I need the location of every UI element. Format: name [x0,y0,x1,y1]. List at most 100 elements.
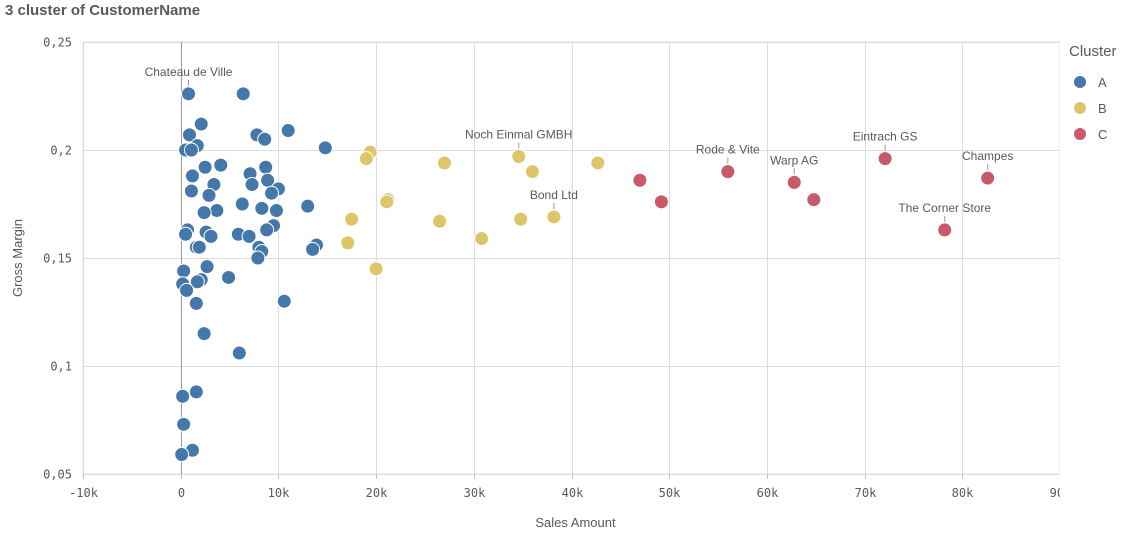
legend-label-b: B [1098,100,1107,116]
point-label: The Corner Store [898,201,991,215]
data-point-cluster-a[interactable] [176,263,192,279]
data-point-cluster-a[interactable] [235,86,251,102]
legend: Cluster A B C [1069,43,1117,147]
data-point-cluster-a[interactable] [259,222,275,238]
point-label: Warp AG [770,153,818,167]
data-point-cluster-c[interactable] [877,151,893,167]
x-tick-label: 90k [1050,486,1060,500]
data-point-cluster-c[interactable] [980,170,996,186]
data-point-cluster-b[interactable] [368,261,384,277]
data-point-cluster-a[interactable] [280,123,296,139]
data-point-cluster-b[interactable] [340,235,356,251]
data-point-cluster-a[interactable] [188,384,204,400]
data-point-cluster-a[interactable] [176,416,192,432]
legend-swatch-c [1074,128,1086,140]
legend-item-b[interactable]: B [1069,95,1117,121]
data-point-cluster-a[interactable] [250,250,266,266]
data-point-cluster-a[interactable] [258,159,274,175]
x-axis-title: Sales Amount [535,515,616,530]
x-tick-label: 40k [562,486,584,500]
scatter-plot[interactable]: 0,05 0,1 0,15 0,2 0,25 -10k 0 10k 20k 30k 40k 50k 60… [0,0,1060,553]
legend-item-c[interactable]: C [1069,121,1117,147]
data-point-cluster-a[interactable] [254,200,270,216]
data-point-cluster-a[interactable] [241,228,257,244]
data-point-cluster-a[interactable] [196,205,212,221]
data-point-cluster-a[interactable] [209,202,225,218]
data-point-cluster-a[interactable] [300,198,316,214]
data-point-cluster-b[interactable] [546,209,562,225]
point-label: Bond Ltd [530,188,578,202]
y-tick-label: 0,25 [43,36,72,50]
data-point-cluster-b[interactable] [436,155,452,171]
point-label: Noch Einmal GMBH [465,127,572,141]
y-tick-label: 0,2 [50,144,72,158]
data-point-cluster-c[interactable] [720,164,736,180]
data-point-cluster-c[interactable] [653,194,669,210]
legend-item-a[interactable]: A [1069,69,1117,95]
data-point-cluster-a[interactable] [183,183,199,199]
data-point-cluster-a[interactable] [203,228,219,244]
data-point-cluster-b[interactable] [590,155,606,171]
data-point-cluster-a[interactable] [174,447,190,463]
x-tick-label: 20k [366,486,388,500]
x-tick-label: 60k [757,486,779,500]
x-tick-label: -10k [69,486,99,500]
data-point-cluster-c[interactable] [806,192,822,208]
point-label: Champes [962,149,1013,163]
data-point-cluster-b[interactable] [524,164,540,180]
data-point-cluster-c[interactable] [632,172,648,188]
y-tick-label: 0,05 [43,468,72,482]
data-point-cluster-a[interactable] [199,259,215,275]
data-point-cluster-b[interactable] [511,148,527,164]
data-point-cluster-a[interactable] [181,86,197,102]
data-point-cluster-a[interactable] [193,116,209,132]
data-point-cluster-a[interactable] [264,185,280,201]
y-axis-title: Gross Margin [10,219,25,297]
chart-title: 3 cluster of CustomerName [5,2,201,19]
data-point-cluster-a[interactable] [196,326,212,342]
x-tick-label: 50k [659,486,681,500]
data-point-cluster-c[interactable] [937,222,953,238]
data-point-cluster-a[interactable] [183,142,199,158]
point-label: Eintrach GS [853,130,918,144]
data-point-cluster-a[interactable] [213,157,229,173]
x-tick-label: 70k [855,486,877,500]
data-point-cluster-a[interactable] [178,226,194,242]
data-point-cluster-a[interactable] [175,388,191,404]
data-point-cluster-a[interactable] [268,202,284,218]
data-point-cluster-a[interactable] [257,131,273,147]
legend-swatch-b [1074,102,1086,114]
data-point-cluster-a[interactable] [179,282,195,298]
data-point-cluster-b[interactable] [432,213,448,229]
y-tick-label: 0,1 [50,360,72,374]
data-point-cluster-a[interactable] [201,187,217,203]
data-point-cluster-b[interactable] [344,211,360,227]
data-point-cluster-a[interactable] [244,177,260,193]
data-point-cluster-b[interactable] [474,231,490,247]
data-point-cluster-a[interactable] [181,127,197,143]
data-point-cluster-b[interactable] [358,151,374,167]
legend-title: Cluster [1069,43,1117,60]
x-tick-label: 0 [178,486,185,500]
data-point-cluster-c[interactable] [786,174,802,190]
data-point-cluster-a[interactable] [317,140,333,156]
point-label: Chateau de Ville [145,65,233,79]
data-point-cluster-b[interactable] [379,194,395,210]
data-point-cluster-b[interactable] [513,211,529,227]
data-point-cluster-a[interactable] [197,159,213,175]
x-tick-label: 30k [464,486,486,500]
data-point-cluster-a[interactable] [189,274,205,290]
data-point-cluster-a[interactable] [231,345,247,361]
data-point-cluster-a[interactable] [276,293,292,309]
x-tick-label: 10k [268,486,290,500]
data-point-cluster-a[interactable] [188,295,204,311]
x-tick-label: 80k [952,486,974,500]
data-point-cluster-a[interactable] [191,239,207,255]
data-point-cluster-a[interactable] [184,168,200,184]
point-label: Rode & Vite [696,143,760,157]
data-point-cluster-a[interactable] [234,196,250,212]
data-point-cluster-a[interactable] [305,241,321,257]
y-tick-label: 0,15 [43,252,72,266]
data-point-cluster-a[interactable] [221,269,237,285]
legend-label-a: A [1098,74,1107,90]
